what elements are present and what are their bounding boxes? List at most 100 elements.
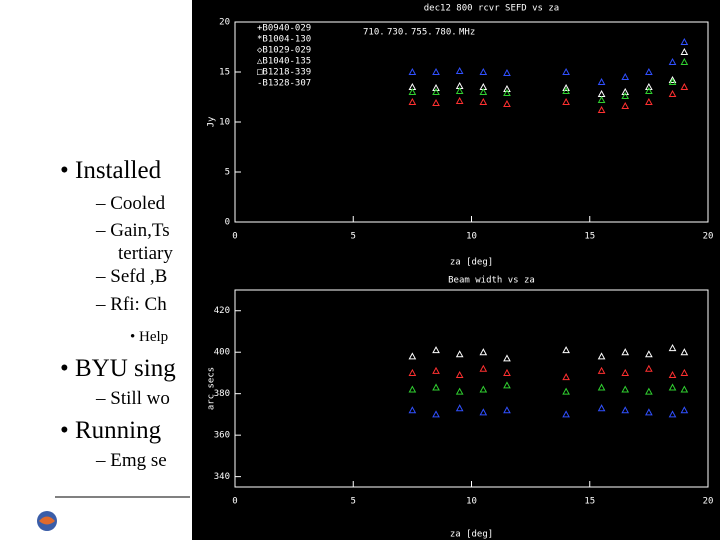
marker bbox=[668, 370, 677, 379]
marker bbox=[645, 82, 653, 90]
bullet: • Installed bbox=[60, 157, 162, 184]
marker bbox=[432, 410, 440, 418]
x-tick-label: 0 bbox=[232, 232, 237, 242]
marker bbox=[668, 77, 677, 85]
legend-entry: 730. bbox=[387, 28, 409, 38]
logo-accent bbox=[39, 516, 55, 525]
marker bbox=[562, 410, 570, 418]
marker bbox=[479, 385, 488, 393]
chart: dec12 800 rcvr SEFD vs za za [deg] Jy 0 5 10 1… bbox=[192, 0, 720, 268]
marker bbox=[621, 385, 630, 393]
legend-entry: 780. bbox=[435, 28, 457, 38]
marker bbox=[408, 97, 417, 105]
marker bbox=[597, 366, 606, 374]
marker bbox=[408, 67, 417, 75]
marker bbox=[645, 408, 653, 416]
x-tick-label: 20 bbox=[703, 232, 714, 242]
marker bbox=[621, 101, 630, 109]
marker bbox=[432, 83, 440, 91]
marker bbox=[597, 95, 606, 103]
bullet: – Gain,Ts bbox=[96, 220, 170, 241]
y-tick-label: 15 bbox=[219, 68, 230, 78]
marker bbox=[455, 350, 464, 358]
y-tick-label: 400 bbox=[214, 348, 230, 358]
y-tick-label: 340 bbox=[214, 472, 230, 482]
x-tick-label: 20 bbox=[703, 497, 714, 507]
marker bbox=[479, 97, 488, 105]
marker bbox=[503, 88, 511, 96]
marker bbox=[680, 406, 689, 414]
plot-frame bbox=[234, 289, 709, 488]
source-label: □B1218-339 bbox=[257, 68, 311, 78]
y-tick-label: 5 bbox=[225, 168, 230, 178]
y-tick-label: 20 bbox=[219, 18, 230, 28]
marker bbox=[597, 77, 606, 85]
marker bbox=[562, 83, 570, 91]
bullet: • Running bbox=[60, 417, 162, 444]
marker bbox=[645, 350, 653, 358]
marker bbox=[645, 86, 653, 94]
y-tick-label: 0 bbox=[225, 218, 230, 228]
bullet: tertiary bbox=[118, 243, 173, 264]
marker bbox=[455, 86, 464, 94]
marker bbox=[621, 406, 630, 414]
y-tick-label: 420 bbox=[214, 306, 230, 316]
marker bbox=[432, 87, 440, 95]
marker bbox=[562, 373, 570, 381]
marker bbox=[645, 67, 653, 75]
x-tick-label: 15 bbox=[584, 232, 595, 242]
marker bbox=[680, 47, 689, 55]
chart-title: dec12 800 rcvr SEFD vs za bbox=[424, 4, 559, 14]
marker bbox=[597, 89, 606, 97]
marker bbox=[680, 348, 689, 356]
marker bbox=[408, 87, 417, 95]
marker bbox=[503, 368, 511, 376]
marker bbox=[597, 105, 606, 113]
bullet: • Help bbox=[130, 329, 169, 345]
x-tick-label: 0 bbox=[232, 497, 237, 507]
marker bbox=[668, 75, 677, 83]
marker bbox=[455, 96, 464, 104]
marker bbox=[680, 368, 689, 376]
marker bbox=[455, 387, 464, 395]
marker bbox=[479, 87, 488, 95]
y-tick-label: 380 bbox=[214, 389, 230, 399]
marker bbox=[645, 97, 653, 105]
marker bbox=[562, 387, 570, 395]
x-tick-label: 5 bbox=[351, 232, 356, 242]
source-label: *B1004-130 bbox=[257, 35, 311, 45]
x-axis-label: za [deg] bbox=[450, 258, 493, 268]
marker bbox=[408, 385, 417, 393]
chart: Beam width vs za za [deg] arc secs 0 5 10 15 20… bbox=[192, 268, 720, 540]
marker bbox=[503, 99, 511, 107]
y-tick-label: 10 bbox=[219, 118, 230, 128]
marker bbox=[680, 37, 689, 45]
marker bbox=[621, 87, 630, 95]
bullet: – Cooled bbox=[96, 193, 166, 214]
marker bbox=[503, 354, 511, 362]
marker bbox=[455, 66, 464, 74]
marker bbox=[621, 91, 630, 99]
y-axis-label: arc secs bbox=[207, 367, 217, 410]
marker bbox=[668, 410, 677, 418]
marker bbox=[432, 98, 440, 106]
marker bbox=[479, 408, 488, 416]
marker bbox=[621, 72, 630, 80]
marker bbox=[455, 404, 464, 412]
marker bbox=[668, 57, 677, 65]
marker bbox=[668, 344, 677, 352]
bullet: – Emg se bbox=[96, 450, 167, 471]
x-tick-label: 10 bbox=[466, 497, 477, 507]
marker bbox=[503, 381, 511, 389]
y-tick-label: 360 bbox=[214, 431, 230, 441]
marker bbox=[621, 368, 630, 376]
source-label: ◇B1029-029 bbox=[257, 46, 311, 56]
marker bbox=[562, 346, 570, 354]
x-tick-label: 10 bbox=[466, 232, 477, 242]
legend-entry: 755. bbox=[411, 28, 433, 38]
source-label: +B0940-029 bbox=[257, 24, 311, 34]
marker bbox=[645, 387, 653, 395]
marker bbox=[455, 370, 464, 379]
